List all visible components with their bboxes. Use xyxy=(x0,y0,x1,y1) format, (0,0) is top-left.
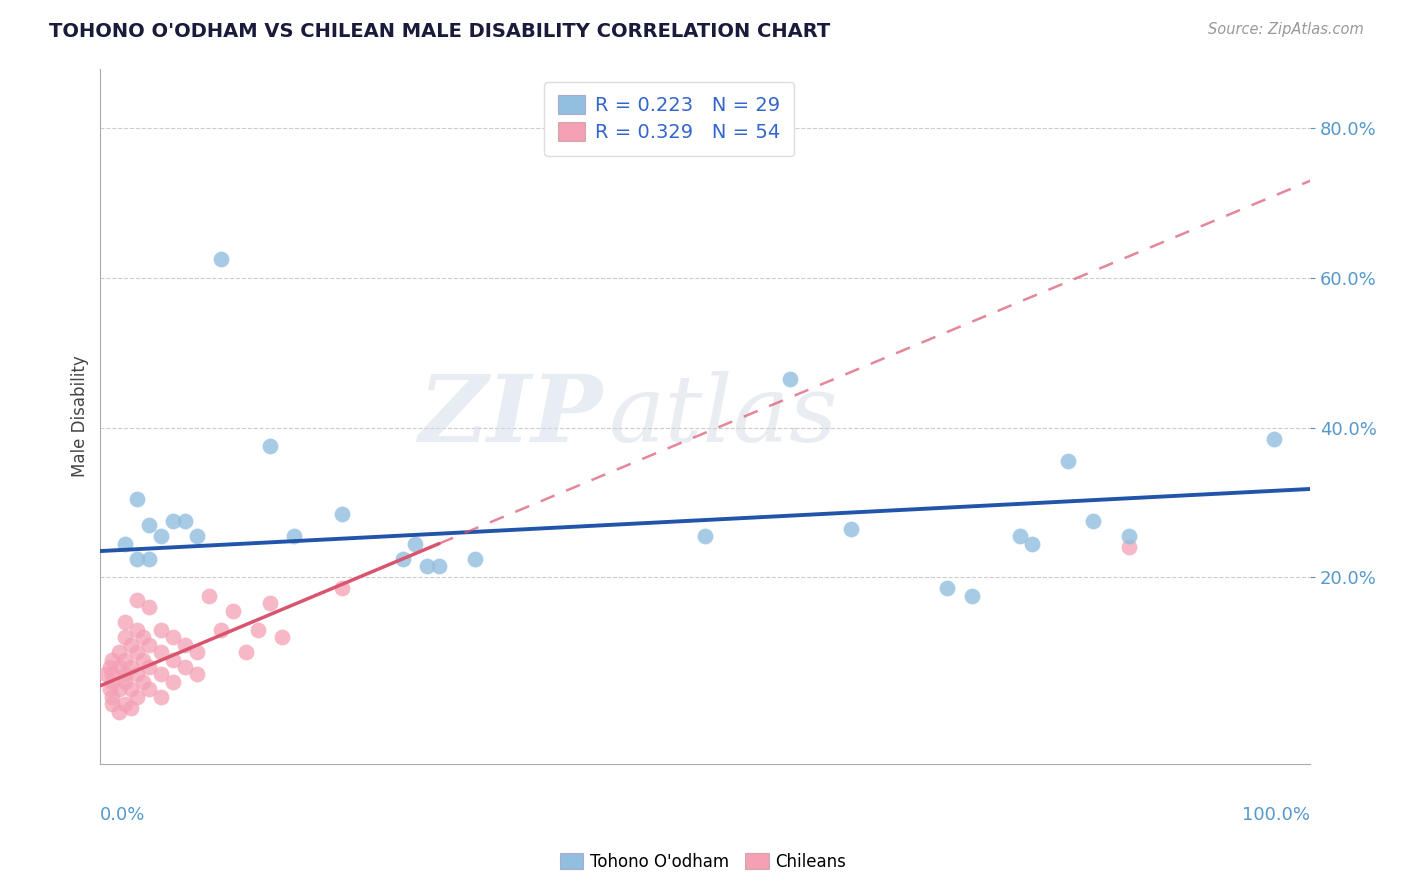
Point xyxy=(1008,529,1031,543)
Point xyxy=(107,645,129,659)
Point xyxy=(98,660,121,674)
Point xyxy=(114,615,136,629)
Text: TOHONO O'ODHAM VS CHILEAN MALE DISABILITY CORRELATION CHART: TOHONO O'ODHAM VS CHILEAN MALE DISABILIT… xyxy=(49,22,831,41)
Point xyxy=(162,652,184,666)
Y-axis label: Male Disability: Male Disability xyxy=(72,356,89,477)
Point xyxy=(1021,536,1043,550)
Point xyxy=(98,682,121,697)
Point xyxy=(186,645,208,659)
Point xyxy=(138,551,160,566)
Point xyxy=(427,559,450,574)
Point xyxy=(125,667,148,681)
Point xyxy=(416,559,439,574)
Point xyxy=(149,690,172,704)
Point xyxy=(96,667,118,681)
Point xyxy=(779,372,801,386)
Legend: R = 0.223   N = 29, R = 0.329   N = 54: R = 0.223 N = 29, R = 0.329 N = 54 xyxy=(544,82,794,155)
Point xyxy=(114,667,136,681)
Point xyxy=(235,645,257,659)
Point xyxy=(101,698,124,712)
Point xyxy=(125,623,148,637)
Point xyxy=(131,675,153,690)
Point xyxy=(101,667,124,681)
Point xyxy=(125,690,148,704)
Text: atlas: atlas xyxy=(609,371,838,461)
Point xyxy=(125,491,148,506)
Point xyxy=(259,439,281,453)
Point xyxy=(131,652,153,666)
Point xyxy=(1118,529,1140,543)
Point xyxy=(125,592,148,607)
Point xyxy=(120,701,142,715)
Point xyxy=(107,705,129,719)
Point xyxy=(186,667,208,681)
Point xyxy=(464,551,486,566)
Point xyxy=(1118,541,1140,555)
Point xyxy=(246,623,269,637)
Point xyxy=(1057,454,1080,468)
Point xyxy=(107,660,129,674)
Point xyxy=(162,514,184,528)
Point xyxy=(1081,514,1104,528)
Point xyxy=(839,522,862,536)
Point xyxy=(114,675,136,690)
Point xyxy=(114,630,136,644)
Point xyxy=(174,638,197,652)
Point xyxy=(404,536,426,550)
Point xyxy=(149,623,172,637)
Point xyxy=(695,529,717,543)
Point xyxy=(1263,432,1285,446)
Point xyxy=(198,589,221,603)
Point xyxy=(125,645,148,659)
Point xyxy=(101,652,124,666)
Point xyxy=(936,582,959,596)
Point xyxy=(138,638,160,652)
Point xyxy=(101,690,124,704)
Point xyxy=(114,536,136,550)
Point xyxy=(270,630,292,644)
Point xyxy=(101,675,124,690)
Point xyxy=(114,698,136,712)
Legend: Tohono O'odham, Chileans: Tohono O'odham, Chileans xyxy=(551,845,855,880)
Point xyxy=(120,682,142,697)
Point xyxy=(174,514,197,528)
Point xyxy=(209,252,232,267)
Point xyxy=(162,675,184,690)
Text: 100.0%: 100.0% xyxy=(1243,806,1310,824)
Point xyxy=(149,667,172,681)
Point xyxy=(283,529,305,543)
Point xyxy=(138,517,160,532)
Text: 0.0%: 0.0% xyxy=(100,806,146,824)
Point xyxy=(131,630,153,644)
Point xyxy=(149,529,172,543)
Point xyxy=(125,551,148,566)
Text: Source: ZipAtlas.com: Source: ZipAtlas.com xyxy=(1208,22,1364,37)
Point xyxy=(138,600,160,615)
Point xyxy=(209,623,232,637)
Point xyxy=(392,551,415,566)
Point xyxy=(120,660,142,674)
Point xyxy=(162,630,184,644)
Point xyxy=(138,660,160,674)
Point xyxy=(174,660,197,674)
Text: ZIP: ZIP xyxy=(418,371,603,461)
Point xyxy=(186,529,208,543)
Point xyxy=(259,596,281,610)
Point xyxy=(330,507,353,521)
Point xyxy=(330,582,353,596)
Point xyxy=(107,682,129,697)
Point xyxy=(114,652,136,666)
Point xyxy=(960,589,983,603)
Point xyxy=(149,645,172,659)
Point xyxy=(120,638,142,652)
Point xyxy=(138,682,160,697)
Point xyxy=(222,604,245,618)
